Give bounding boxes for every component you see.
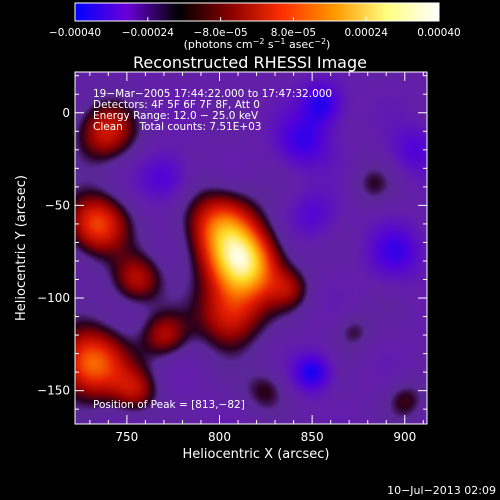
peak-position-label: Position of Peak = [813,−82] xyxy=(93,399,245,411)
chart-title: Reconstructed RHESSI Image xyxy=(133,53,367,72)
footer-date: 10−Jul−2013 02:09 xyxy=(387,484,496,497)
colorbar-tick-label: −0.00040 xyxy=(49,27,101,39)
plot-frame xyxy=(74,71,428,425)
colorbar-tick-label: 8.0e−05 xyxy=(271,27,316,39)
y-axis-label: Heliocentric Y (arcsec) xyxy=(14,175,29,321)
x-axis-label: Heliocentric X (arcsec) xyxy=(183,447,330,462)
y-tick-label: −50 xyxy=(45,198,70,212)
colorbar xyxy=(75,3,439,21)
colorbar-frame xyxy=(74,2,440,22)
x-tick-label: 850 xyxy=(301,430,324,444)
x-tick-label: 900 xyxy=(393,430,416,444)
y-tick-label: 0 xyxy=(62,106,70,120)
annotation-counts: Clean Total counts: 7.51E+03 xyxy=(93,121,262,133)
annotation-time: 19−Mar−2005 17:44:22.000 to 17:47:32.000 xyxy=(93,88,332,100)
colorbar-unit: (photons cm−2 s−1 asec−2) xyxy=(184,37,331,51)
x-tick-label: 750 xyxy=(115,430,138,444)
y-tick-label: −150 xyxy=(37,384,70,398)
heatmap-area xyxy=(75,72,427,424)
colorbar-tick-label: −8.0e−05 xyxy=(194,27,248,39)
colorbar-tick-label: −0.00024 xyxy=(122,27,175,39)
y-tick-label: −100 xyxy=(37,291,70,305)
colorbar-tick-label: 0.00024 xyxy=(344,27,388,39)
annotation-detectors: Detectors: 4F 5F 6F 7F 8F, Att 0 xyxy=(93,99,260,111)
colorbar-tick-label: 0.00040 xyxy=(417,27,460,39)
annotation-block: 19−Mar−2005 17:44:22.000 to 17:47:32.000… xyxy=(93,88,332,133)
x-tick-label: 800 xyxy=(208,430,231,444)
annotation-energy: Energy Range: 12.0 − 25.0 keV xyxy=(93,110,259,122)
